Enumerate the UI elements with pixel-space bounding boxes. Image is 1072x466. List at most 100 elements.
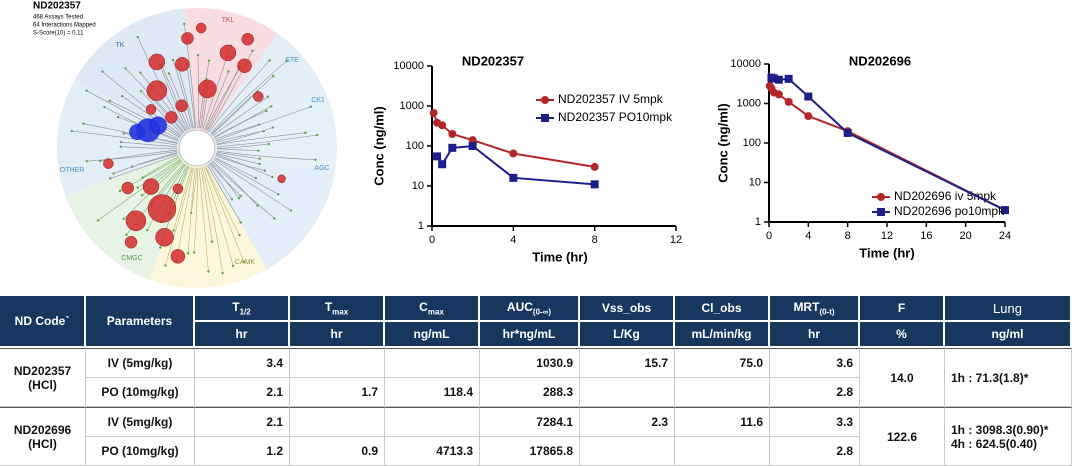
- kinome-group-label: OTHER: [60, 167, 85, 174]
- kinome-node: [232, 264, 235, 268]
- data-row: PO (10mg/kg) 2.1 1.7 118.4 288.3 2.8: [0, 378, 1072, 407]
- kinome-node: [271, 175, 274, 179]
- data-point: [804, 112, 813, 121]
- kinome-branch: [212, 160, 258, 206]
- legend-label: ND202357 IV 5mpk: [558, 92, 664, 106]
- kinome-node: [122, 132, 125, 135]
- kinome-node: [70, 129, 73, 133]
- y-tick-label: 10000: [393, 60, 424, 72]
- header-cell: Cmax: [385, 296, 480, 322]
- kinome-hit: [103, 158, 114, 169]
- unit-cell: ng/mL: [385, 322, 480, 348]
- kinome-branch: [71, 130, 178, 146]
- kinome-node: [99, 159, 102, 163]
- legend-marker: [541, 96, 549, 104]
- value-cell: 17865.8: [480, 437, 580, 466]
- unit-cell: L/Kg: [580, 322, 675, 348]
- x-tick-label: 16: [920, 230, 932, 242]
- value-cell: 1030.9: [480, 348, 580, 378]
- kinome-branch: [205, 165, 240, 236]
- data-point: [448, 129, 457, 138]
- kinome-branch: [209, 163, 241, 197]
- kinome-hit: [174, 57, 190, 72]
- kinome-node: [266, 95, 270, 98]
- header-cell: F: [860, 296, 945, 322]
- kinome-node: [251, 49, 254, 52]
- kinome-stat: 468 Assays Tested: [33, 15, 83, 21]
- kinome-hit: [148, 53, 166, 71]
- value-cell: [290, 348, 385, 378]
- y-tick-label: 1000: [737, 97, 761, 109]
- header-text: Lung: [993, 300, 1022, 316]
- kinome-branch: [102, 71, 182, 136]
- kinome-hit: [277, 174, 286, 184]
- value-cell: 2.1: [195, 407, 290, 437]
- data-point: [448, 143, 457, 152]
- value-cell: [675, 437, 770, 466]
- kinome-hit: [172, 183, 184, 195]
- unit-cell: %: [860, 322, 945, 348]
- unit-cell: hr: [290, 322, 385, 348]
- kinome-hit: [125, 210, 147, 232]
- legend-label: ND202696 iv 5mpk: [894, 189, 997, 203]
- kinome-node: [239, 194, 242, 198]
- kinome-group-label: TK: [116, 42, 125, 49]
- kinome-branch: [197, 55, 199, 129]
- data-point: [468, 142, 477, 150]
- value-cell: 288.3: [480, 378, 580, 407]
- kinome-node: [254, 176, 257, 180]
- kinome-branch: [190, 167, 197, 214]
- value-cell: [580, 437, 675, 466]
- f-cell: 14.0: [860, 348, 945, 407]
- kinome-node: [183, 22, 186, 26]
- header-sub: (0-t): [819, 307, 835, 317]
- kinome-tree: ND202357 468 Assays Tested 64 Interactio…: [33, 1, 338, 289]
- kinome-node: [289, 209, 293, 212]
- code: ND202696: [13, 422, 72, 437]
- y-tick-label: 10000: [730, 58, 761, 70]
- kinome-node: [139, 71, 142, 74]
- kinome-node: [237, 196, 241, 200]
- kinome-node: [186, 252, 190, 255]
- data-point: [784, 74, 793, 83]
- kinome-branch: [201, 167, 223, 274]
- salt: (HCl): [28, 377, 57, 392]
- value-cell: 3.3: [770, 407, 860, 437]
- value-cell: [385, 407, 480, 437]
- value-cell: 7284.1: [480, 407, 580, 437]
- kinome-node: [309, 105, 313, 108]
- kinome-node: [265, 109, 268, 113]
- kinome-stat: S-Score(10) = 0.11: [33, 31, 84, 37]
- data-point: [774, 75, 783, 84]
- kinome-branch: [137, 158, 181, 189]
- header-cell: Lung: [945, 296, 1072, 322]
- kinome-branch: [140, 90, 183, 135]
- lung-value: 4h : 624.5(0.40): [951, 436, 1038, 451]
- kinome-hit-blue: [129, 123, 146, 140]
- kinome-branch: [211, 161, 275, 219]
- y-tick-label: 1: [755, 216, 761, 228]
- kinome-node: [271, 126, 274, 129]
- kinome-branch: [198, 167, 209, 272]
- y-tick-label: 10: [412, 180, 424, 192]
- header-sub: 1/2: [239, 307, 251, 317]
- lung-cell: 1h : 3098.3(0.90)* 4h : 624.5(0.40): [945, 407, 1072, 466]
- kinome-hit: [165, 111, 178, 124]
- kinome-branch: [213, 110, 267, 138]
- unit-cell: mL/min/kg: [675, 322, 770, 348]
- kinome-node: [164, 264, 167, 267]
- kinome-title: ND202357: [33, 1, 81, 12]
- kinome-node: [267, 142, 270, 146]
- kinome-node: [119, 145, 122, 149]
- kinome-branch: [187, 167, 196, 254]
- kinome-hit: [155, 228, 174, 247]
- kinome-branch: [200, 167, 213, 242]
- kinome-branch: [215, 155, 265, 171]
- kinome-branch: [214, 157, 279, 195]
- kinome-node: [121, 94, 124, 98]
- header-row: ND Code` Parameters T1/2 Tmax Cmax AUC(0-∞) Vs…: [0, 296, 1072, 348]
- kinome-node: [272, 74, 275, 78]
- kinome-branch: [204, 71, 229, 130]
- kinome-node: [140, 194, 144, 197]
- kinome-group-label: TKL: [222, 17, 235, 24]
